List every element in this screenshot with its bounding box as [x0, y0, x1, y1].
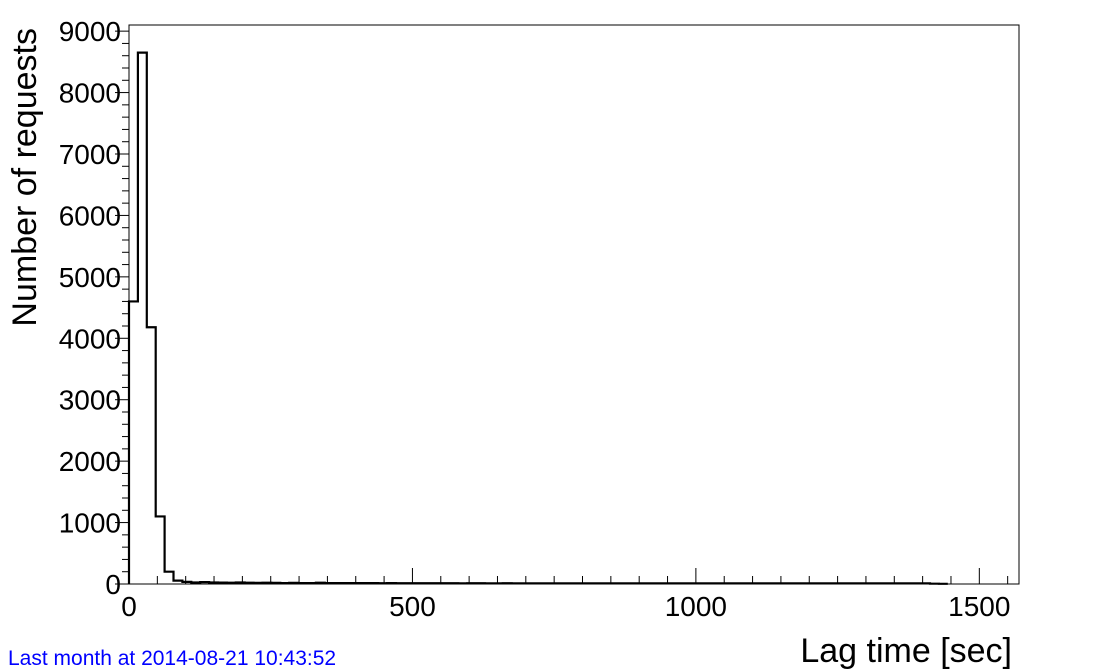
y-tick-label: 3000 — [59, 385, 121, 416]
y-tick-label: 5000 — [59, 262, 121, 293]
y-tick-label: 6000 — [59, 200, 121, 231]
plot-frame — [128, 24, 1020, 585]
histogram-step-line — [127, 51, 948, 585]
y-tick-labels: 0 1000 2000 3000 4000 5000 6000 7000 8000 9000 — [59, 16, 121, 600]
footer-timestamp: Last month at 2014-08-21 10:43:52 — [8, 647, 336, 670]
x-tick-label: 0 — [121, 591, 137, 622]
x-tick-labels: 0 500 1000 1500 — [121, 591, 1010, 622]
y-tick-label: 7000 — [59, 139, 121, 170]
y-tick-label: 4000 — [59, 323, 121, 354]
y-tick-label: 8000 — [59, 78, 121, 109]
y-tick-label: 9000 — [59, 16, 121, 47]
x-tick-label: 1500 — [948, 591, 1010, 622]
y-tick-label: 2000 — [59, 446, 121, 477]
y-axis-title: Number of requests — [6, 28, 44, 327]
x-tick-label: 1000 — [665, 591, 727, 622]
x-tick-label: 500 — [389, 591, 436, 622]
x-axis-title: Lag time [sec] — [800, 632, 1012, 670]
y-tick-label: 0 — [105, 569, 121, 600]
y-tick-label: 1000 — [59, 508, 121, 539]
